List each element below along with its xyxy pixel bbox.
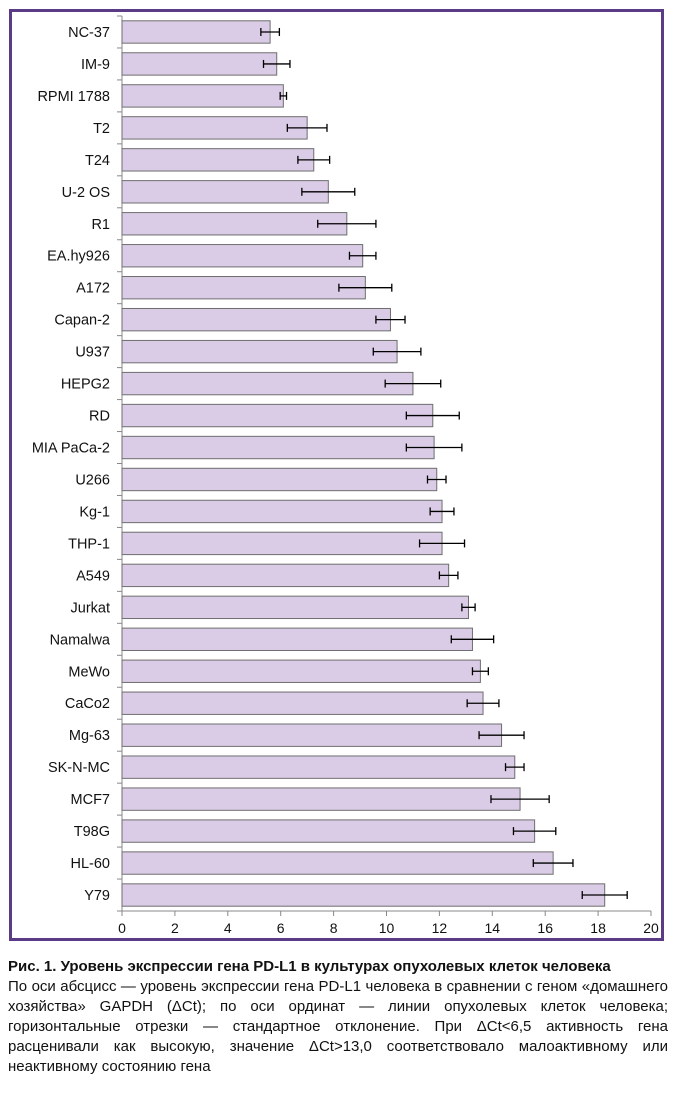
bar <box>121 212 348 236</box>
bar <box>121 403 434 428</box>
bar <box>121 787 521 811</box>
category-label: U266 <box>75 472 110 488</box>
bar <box>121 627 473 651</box>
category-label: T24 <box>85 153 110 169</box>
category-label: Y79 <box>84 888 110 904</box>
x-tick-label: 16 <box>537 920 553 936</box>
bar <box>121 755 516 779</box>
x-tick-label: 4 <box>224 920 232 936</box>
bar <box>121 20 271 44</box>
x-tick-label: 6 <box>277 920 285 936</box>
bar <box>121 435 435 460</box>
x-tick-label: 10 <box>379 920 395 936</box>
x-tick-label: 20 <box>643 920 659 936</box>
bar <box>121 339 398 364</box>
x-tick-label: 2 <box>171 920 179 936</box>
x-tick-label: 0 <box>118 920 126 936</box>
caption-body: По оси абсцисс — уровень экспрессии гена… <box>8 978 668 1075</box>
x-tick-label: 14 <box>485 920 501 936</box>
category-label: THP-1 <box>68 536 110 552</box>
x-tick-label: 8 <box>330 920 338 936</box>
caption-title: Рис. 1. Уровень экспрессии гена PD-L1 в … <box>8 958 611 975</box>
category-label: Jurkat <box>71 600 111 616</box>
category-label: SK-N-MC <box>48 760 110 776</box>
bar <box>121 52 278 76</box>
category-label: RPMI 1788 <box>37 89 110 105</box>
bar <box>121 148 315 172</box>
category-label: NC-37 <box>68 25 110 41</box>
category-label: T98G <box>74 824 110 840</box>
bar <box>121 499 443 524</box>
category-label: Namalwa <box>50 632 111 648</box>
figure-caption: Рис. 1. Уровень экспрессии гена PD-L1 в … <box>8 957 668 1077</box>
bar <box>121 819 536 843</box>
category-label: U-2 OS <box>62 185 110 201</box>
category-label: Kg-1 <box>79 504 110 520</box>
category-label: R1 <box>91 217 110 233</box>
bar <box>121 595 469 620</box>
bar <box>121 563 450 588</box>
bar <box>121 851 554 875</box>
category-label: Mg-63 <box>69 728 110 744</box>
category-label: IM-9 <box>81 57 110 73</box>
category-label: HEPG2 <box>61 377 110 393</box>
category-label: Capan-2 <box>54 313 110 329</box>
category-label: T2 <box>93 121 110 137</box>
bar <box>121 244 364 268</box>
category-label: A172 <box>76 281 110 297</box>
bar <box>121 691 484 715</box>
category-label: EA.hy926 <box>47 249 110 265</box>
bar <box>121 659 481 683</box>
bar <box>121 307 391 332</box>
bar <box>121 276 366 300</box>
bar <box>121 180 329 204</box>
x-tick-label: 18 <box>590 920 606 936</box>
bar <box>121 371 414 396</box>
category-label: MCF7 <box>71 792 110 808</box>
category-label: U937 <box>75 345 110 361</box>
bar <box>121 531 443 556</box>
category-label: RD <box>89 409 110 425</box>
bar <box>121 116 308 140</box>
bar-chart: 0 2 4 6 8 10 12 14 16 18 20 NC-37 IM-9 RPMI 1788 T2 T24… <box>32 15 659 936</box>
bar <box>121 84 284 108</box>
bar <box>121 883 606 907</box>
bar <box>121 467 438 492</box>
bar <box>121 723 503 747</box>
category-label: A549 <box>76 568 110 584</box>
x-tick-label: 12 <box>432 920 448 936</box>
category-label: HL-60 <box>71 856 111 872</box>
category-label: MIA PaCa-2 <box>32 441 110 457</box>
category-label: CaCo2 <box>65 696 110 712</box>
category-label: MeWo <box>68 664 110 680</box>
